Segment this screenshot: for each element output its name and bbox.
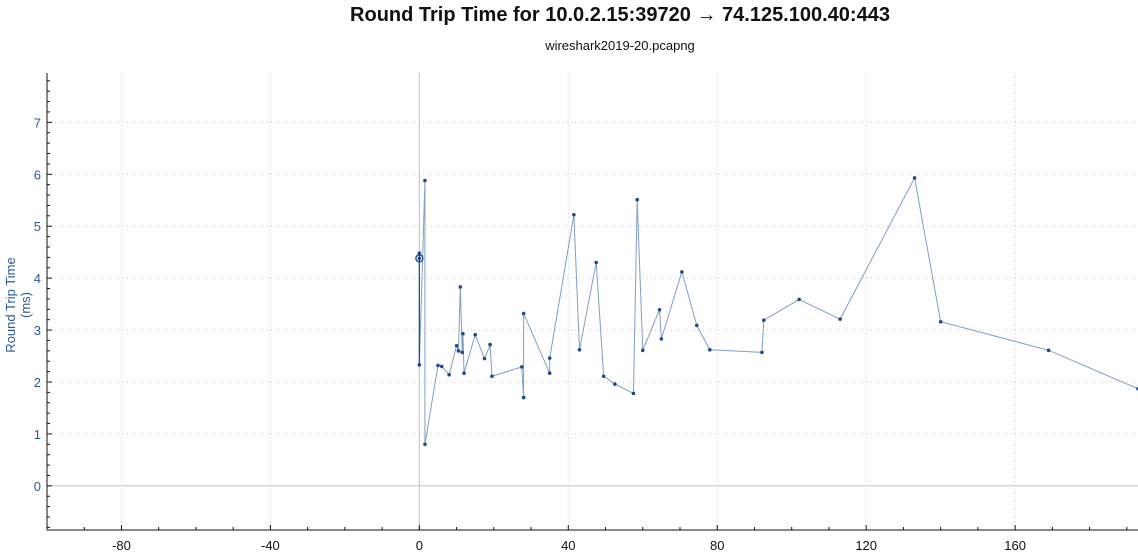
data-point[interactable] <box>423 178 427 183</box>
chart-title: Round Trip Time for 10.0.2.15:39720 → 74… <box>350 4 890 26</box>
data-point[interactable] <box>680 270 684 274</box>
data-point[interactable] <box>594 260 599 265</box>
x-tick-label: 0 <box>416 538 423 553</box>
y-tick-label: 2 <box>34 375 41 390</box>
x-tick-label: 160 <box>1004 538 1026 553</box>
data-point[interactable] <box>797 297 801 302</box>
x-tick-label: 40 <box>561 538 575 553</box>
y-tick-label: 3 <box>34 323 41 338</box>
data-point[interactable] <box>613 382 617 386</box>
data-point[interactable] <box>838 317 842 321</box>
x-tick-label: -40 <box>261 538 280 553</box>
data-point[interactable] <box>439 364 444 369</box>
data-point[interactable] <box>436 363 440 368</box>
y-tick-label: 5 <box>34 219 41 234</box>
x-tick-label: 80 <box>710 538 724 553</box>
data-point[interactable] <box>460 350 464 355</box>
chart-subtitle: wireshark2019-20.pcapng <box>545 38 695 53</box>
data-point[interactable] <box>462 371 466 375</box>
data-point[interactable] <box>456 349 461 353</box>
rtt-series-line <box>418 176 1138 445</box>
data-point[interactable] <box>519 365 524 369</box>
data-point[interactable] <box>572 212 576 217</box>
data-point[interactable] <box>417 363 422 367</box>
data-point[interactable] <box>521 311 526 316</box>
data-point[interactable] <box>490 374 494 379</box>
data-point[interactable] <box>631 391 636 396</box>
y-tick-label: 6 <box>34 167 41 182</box>
data-point[interactable] <box>912 176 917 180</box>
data-point[interactable] <box>458 285 463 289</box>
x-tick-label: -80 <box>112 538 131 553</box>
data-point[interactable] <box>417 251 422 256</box>
data-point[interactable] <box>547 356 552 360</box>
data-point[interactable] <box>601 374 606 379</box>
data-point[interactable] <box>521 395 526 400</box>
data-point[interactable] <box>694 323 699 328</box>
data-point[interactable] <box>1046 348 1051 353</box>
data-point[interactable] <box>635 197 639 202</box>
y-tick-label: 1 <box>34 427 41 442</box>
data-point[interactable] <box>461 331 465 336</box>
y-tick-label: 4 <box>34 271 41 286</box>
data-point[interactable] <box>659 337 664 341</box>
data-point[interactable] <box>640 348 645 353</box>
data-point[interactable] <box>423 442 427 447</box>
data-point[interactable] <box>482 356 487 361</box>
y-tick-label: 0 <box>34 479 41 494</box>
y-tick-label: 7 <box>34 115 41 130</box>
data-point[interactable] <box>761 318 766 322</box>
data-point[interactable] <box>417 256 422 261</box>
selected-point-marker[interactable] <box>415 254 424 263</box>
data-point[interactable] <box>454 343 459 348</box>
data-point[interactable] <box>447 372 451 377</box>
data-point[interactable] <box>547 371 552 375</box>
data-point[interactable] <box>577 347 582 352</box>
data-point[interactable] <box>707 347 712 352</box>
data-point[interactable] <box>938 319 943 324</box>
data-point[interactable] <box>488 342 492 347</box>
data-point[interactable] <box>760 350 764 355</box>
x-tick-label: 120 <box>855 538 877 553</box>
data-point[interactable] <box>657 308 662 312</box>
data-point[interactable] <box>473 332 478 337</box>
